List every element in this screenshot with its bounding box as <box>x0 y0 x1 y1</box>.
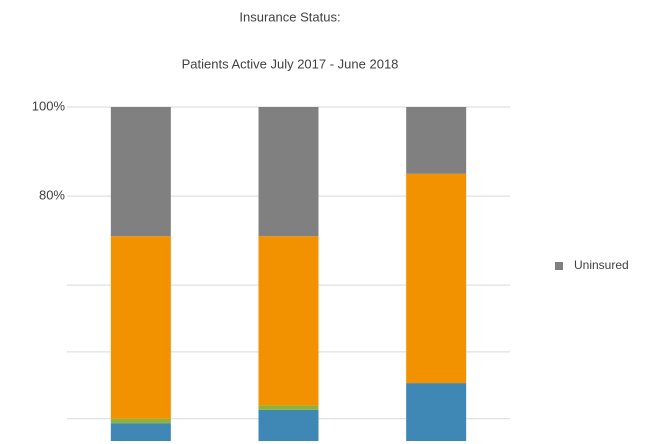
chart-title: Insurance Status: <box>239 9 340 24</box>
bar-segment <box>110 236 171 419</box>
bar-segment <box>258 409 319 441</box>
y-tick-label: 80% <box>39 188 65 203</box>
bar-segment <box>406 107 467 174</box>
bar-segment <box>406 383 467 441</box>
bar-segment <box>258 236 319 406</box>
bar-segment <box>110 418 171 424</box>
legend-label: Uninsured <box>574 258 629 272</box>
y-tick-label: 100% <box>32 98 66 113</box>
bar-segment <box>258 107 319 237</box>
chart-subtitle: Patients Active July 2017 - June 2018 <box>182 56 399 71</box>
bar-segment <box>110 107 171 237</box>
legend-swatch <box>555 262 563 270</box>
bar-segment <box>406 173 467 384</box>
bar-segment <box>110 423 171 441</box>
bar-segment <box>258 405 319 410</box>
